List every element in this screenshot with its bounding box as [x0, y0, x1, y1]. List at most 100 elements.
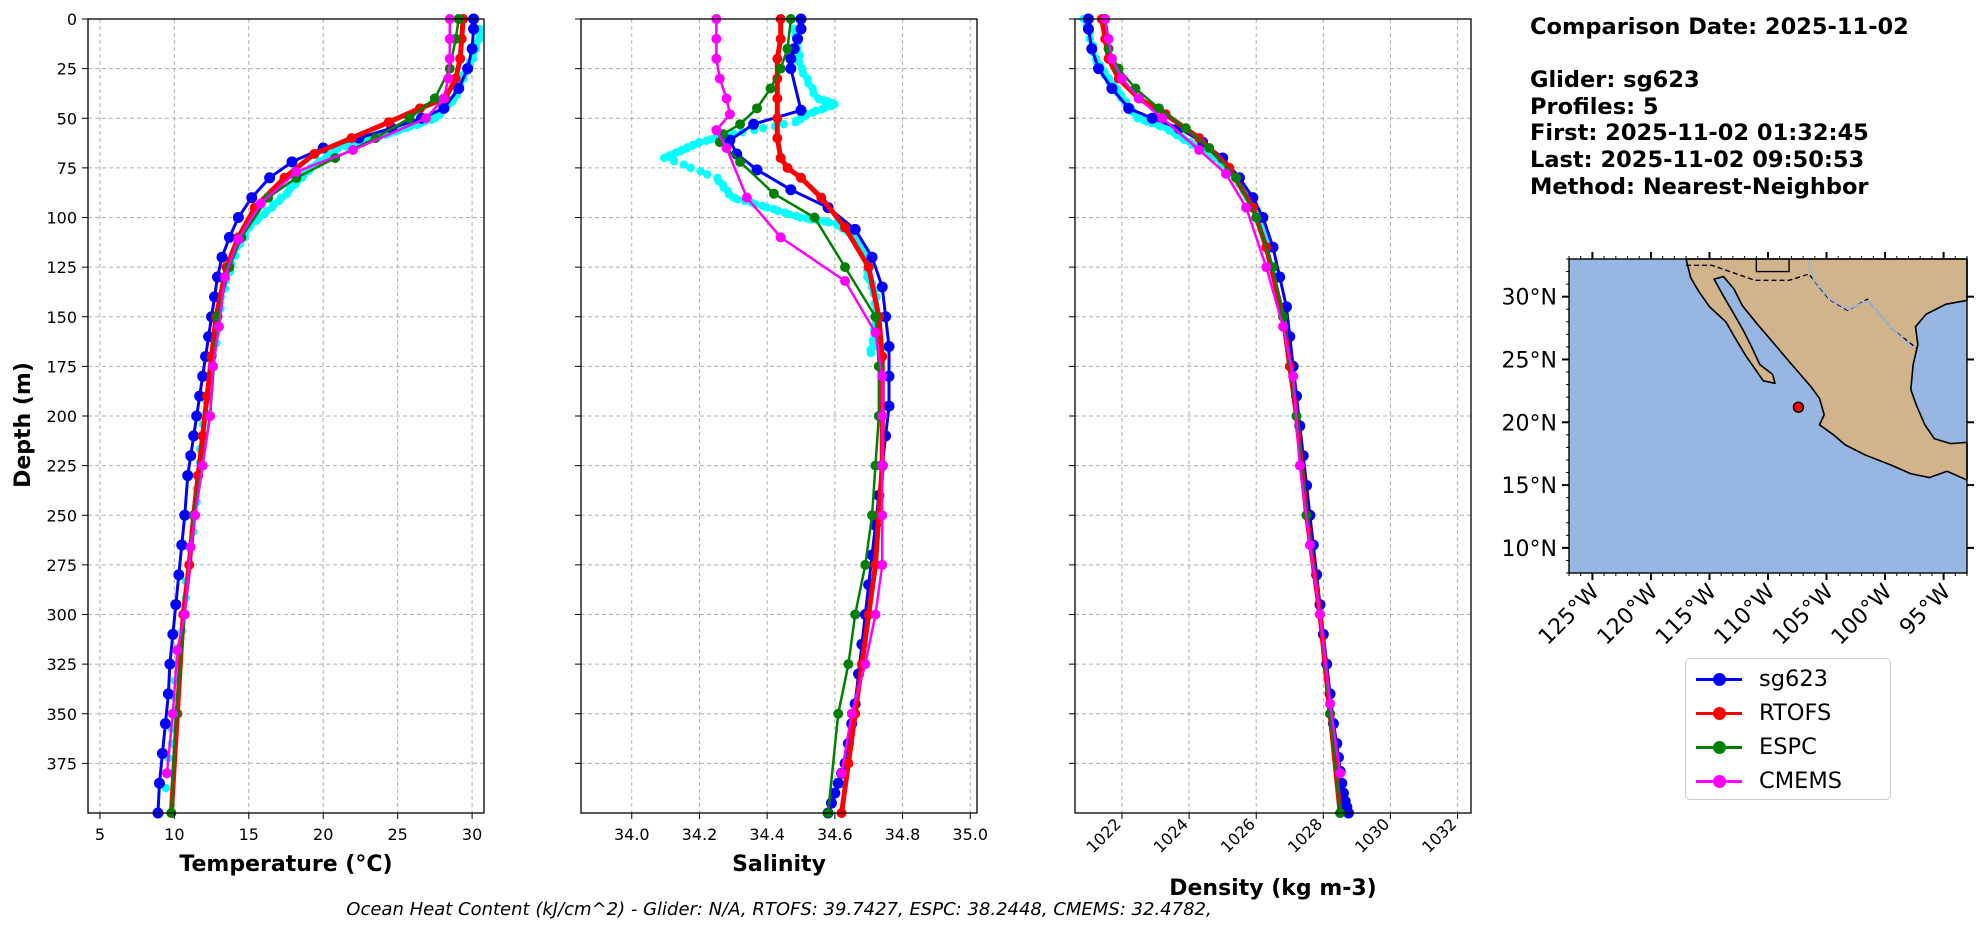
profile-point [795, 213, 805, 222]
series-point-espc [860, 559, 871, 570]
y-tick-label: 350 [46, 705, 77, 724]
series-point-sg623 [162, 688, 174, 700]
glider-location-map: 10°N 15°N 20°N 25°N 30°N 125°W120°W115°W110°W… [1502, 252, 1974, 650]
y-tick-label: 225 [46, 457, 77, 476]
map-lon-label: 120°W [1593, 579, 1664, 650]
map-border-us [1755, 259, 1790, 273]
legend-marker-cmems [1713, 775, 1726, 788]
series-point-sg623 [795, 104, 807, 116]
series-point-sg623 [751, 164, 763, 176]
profile-point [733, 195, 742, 204]
series-point-sg623 [466, 43, 478, 55]
series-point-sg623 [212, 271, 224, 283]
map-lon-label: 105°W [1768, 579, 1839, 650]
series-point-rtofs [772, 113, 783, 124]
series-point-cmems [846, 708, 857, 719]
x-axis-label: Density (kg m-3) [1169, 876, 1377, 901]
legend-marker-sg623 [1713, 673, 1726, 686]
series-point-sg623 [462, 63, 474, 75]
series-point-cmems [444, 33, 455, 44]
map-lat-label: 15°N [1502, 474, 1557, 499]
series-point-cmems [840, 276, 850, 287]
profile-point [794, 57, 804, 67]
series-point-rtofs [202, 391, 213, 402]
series-cmems [1100, 14, 1346, 779]
series-point-cmems [1116, 73, 1127, 84]
series-point-sg623 [194, 390, 206, 402]
series-point-cmems [836, 768, 847, 779]
ocean-heat-content-caption: Ocean Heat Content (kJ/cm^2) - Glider: N… [346, 899, 1212, 920]
profile-point [696, 166, 705, 176]
series-point-cmems [714, 73, 725, 84]
series-point-rtofs [782, 162, 793, 173]
profile-point [669, 157, 679, 166]
y-tick-label: 375 [46, 754, 77, 773]
x-tick-label: 34.6 [817, 825, 853, 844]
series-point-espc [840, 262, 850, 273]
series-point-cmems [444, 53, 455, 64]
series-point-sg623 [170, 599, 182, 611]
series-point-cmems [721, 143, 732, 154]
x-tick-label: 30 [462, 825, 482, 844]
profile-point [791, 118, 800, 127]
series-line-espc [718, 18, 881, 814]
legend-item-cmems: CMEMS [1686, 766, 1890, 796]
series-point-sg623 [785, 63, 797, 75]
series-point-sg623 [182, 470, 194, 482]
series-point-cmems [438, 93, 449, 104]
map-lon-label: 95°W [1895, 579, 1956, 640]
series-point-sg623 [785, 184, 797, 196]
map-lon-label: 115°W [1651, 579, 1722, 650]
legend-item-espc: ESPC [1686, 732, 1890, 762]
y-tick-label: 300 [46, 606, 77, 625]
series-point-sg623 [792, 33, 804, 45]
series-point-sg623 [246, 192, 258, 204]
x-axis-label: Salinity [732, 852, 826, 877]
series-point-espc [735, 119, 746, 130]
y-tick-label: 200 [46, 407, 77, 426]
series-point-espc [775, 63, 786, 74]
series-point-cmems [721, 93, 732, 104]
series-point-cmems [1288, 371, 1299, 382]
profile-point [758, 123, 768, 133]
x-tick-label: 34.4 [749, 825, 785, 844]
series-point-cmems [214, 321, 225, 332]
series-point-cmems [179, 609, 190, 620]
series-point-espc [765, 83, 776, 94]
y-tick-label: 250 [46, 506, 77, 525]
series-point-cmems [877, 510, 888, 521]
series-point-sg623 [438, 102, 450, 114]
series-point-cmems [877, 371, 888, 382]
series-point-sg623 [748, 118, 760, 130]
series-point-cmems [1261, 262, 1272, 273]
x-axis-label: Temperature (°C) [179, 852, 392, 877]
legend-label-sg623: sg623 [1759, 666, 1828, 692]
series-line-rtofs [1099, 18, 1343, 814]
profile-panels: 5 10 15 20 25 3002550751001251501752002252502… [46, 10, 1472, 901]
series-point-rtofs [772, 133, 783, 144]
y-tick-label: 25 [57, 60, 77, 79]
series-point-espc [833, 708, 844, 719]
series-point-cmems [711, 53, 722, 64]
last-time: Last: 2025-11-02 09:50:53 [1530, 146, 1865, 173]
series-point-cmems [1194, 145, 1205, 156]
interp-method: Method: Nearest-Neighbor [1530, 173, 1869, 200]
series-point-sg623 [866, 251, 878, 263]
series-point-cmems [233, 234, 244, 245]
series-point-espc [870, 311, 881, 322]
series-point-cmems [1335, 768, 1346, 779]
series-point-cmems [420, 113, 431, 124]
series-point-sg623 [286, 156, 298, 168]
y-tick-label: 75 [57, 159, 77, 178]
series-point-cmems [219, 272, 230, 283]
x-tick-label: 1026 [1217, 814, 1259, 856]
series-point-cmems [1278, 321, 1289, 332]
series-point-rtofs [450, 73, 461, 84]
series-point-cmems [1133, 93, 1144, 104]
series-point-cmems [1157, 113, 1168, 124]
series-point-sg623 [1274, 271, 1286, 283]
legend-label-espc: ESPC [1759, 734, 1817, 760]
y-tick-label: 150 [46, 308, 77, 327]
series-point-cmems [161, 768, 172, 779]
x-tick-label: 34.8 [885, 825, 921, 844]
